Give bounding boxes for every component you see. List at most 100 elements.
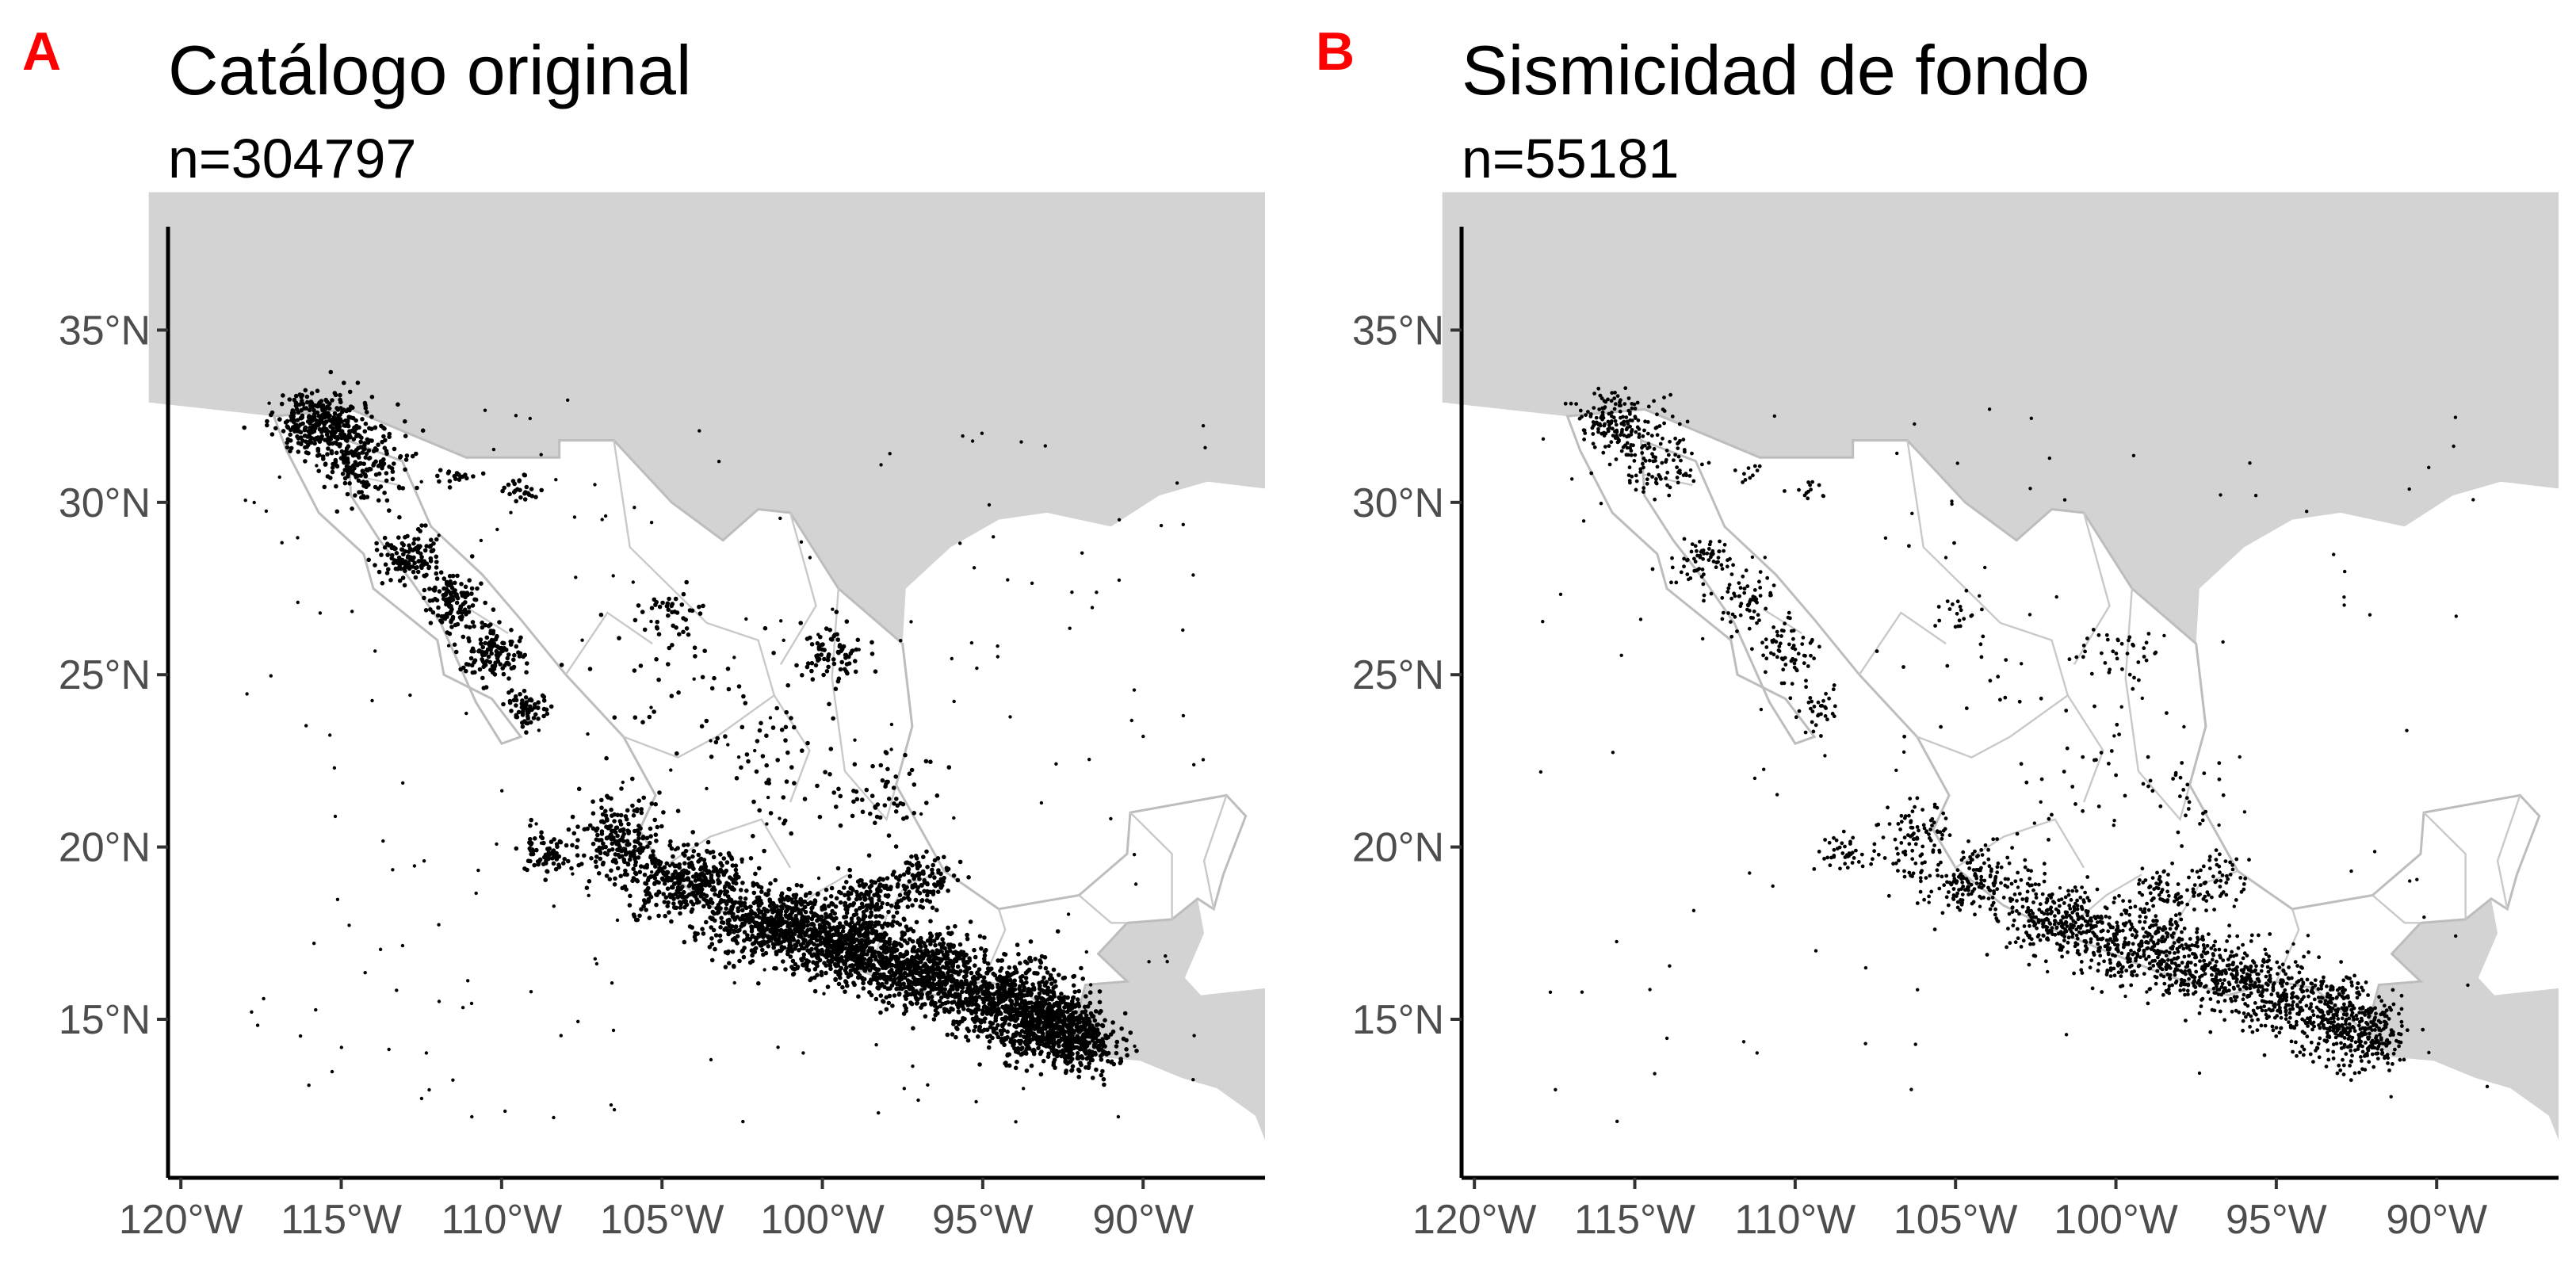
event-point bbox=[774, 966, 778, 971]
event-point bbox=[931, 972, 936, 977]
event-point bbox=[894, 986, 899, 992]
event-point bbox=[812, 901, 817, 907]
event-point bbox=[1038, 1051, 1043, 1057]
event-point bbox=[919, 898, 925, 903]
event-point bbox=[711, 854, 717, 860]
event-point bbox=[397, 564, 402, 569]
event-point bbox=[954, 984, 960, 990]
event-point bbox=[374, 541, 379, 546]
event-point bbox=[848, 968, 854, 973]
state-boundary bbox=[869, 869, 945, 975]
event-point bbox=[763, 892, 768, 896]
event-point bbox=[506, 652, 511, 657]
event-point bbox=[720, 863, 724, 868]
event-point bbox=[1038, 965, 1043, 970]
event-point bbox=[338, 397, 342, 403]
event-point bbox=[709, 875, 714, 881]
event-point bbox=[801, 924, 805, 930]
event-point bbox=[1069, 1040, 1075, 1045]
event-point bbox=[472, 624, 476, 629]
event-point bbox=[935, 889, 941, 894]
event-point bbox=[587, 879, 592, 884]
event-point bbox=[325, 452, 330, 457]
event-point bbox=[747, 918, 753, 923]
event-point bbox=[363, 473, 369, 479]
event-point bbox=[464, 612, 468, 617]
event-point bbox=[809, 916, 815, 922]
event-point bbox=[815, 640, 820, 646]
event-point bbox=[840, 929, 846, 934]
event-point bbox=[1103, 1018, 1107, 1022]
event-point bbox=[628, 893, 633, 899]
event-point bbox=[648, 834, 653, 839]
event-point bbox=[449, 609, 453, 614]
event-point bbox=[861, 986, 866, 991]
event-point bbox=[820, 947, 824, 953]
event-point bbox=[505, 660, 510, 666]
event-point bbox=[724, 906, 728, 911]
event-point bbox=[747, 912, 751, 917]
event-point bbox=[439, 620, 445, 625]
event-point bbox=[839, 648, 844, 653]
event-point bbox=[701, 931, 706, 936]
event-point bbox=[982, 959, 987, 965]
event-point bbox=[716, 877, 720, 883]
event-point bbox=[1057, 1015, 1062, 1020]
event-point bbox=[1001, 1038, 1007, 1043]
event-point bbox=[1022, 1040, 1027, 1045]
event-point bbox=[376, 498, 381, 503]
event-point bbox=[666, 900, 671, 905]
event-point bbox=[1086, 1064, 1091, 1069]
event-point bbox=[1039, 954, 1045, 959]
event-point bbox=[965, 932, 969, 938]
event-point bbox=[479, 581, 483, 586]
event-point bbox=[652, 817, 657, 823]
event-point bbox=[364, 451, 369, 457]
event-point bbox=[1076, 1056, 1081, 1061]
event-point bbox=[1025, 1012, 1030, 1018]
event-point bbox=[475, 586, 480, 591]
event-point bbox=[831, 932, 835, 938]
event-point bbox=[936, 868, 941, 873]
event-point bbox=[757, 903, 762, 908]
event-point bbox=[402, 583, 407, 588]
event-point bbox=[342, 476, 348, 481]
event-point bbox=[1048, 1018, 1053, 1023]
event-point bbox=[533, 712, 538, 717]
event-point bbox=[646, 899, 652, 904]
event-point bbox=[886, 1000, 892, 1006]
event-point bbox=[303, 445, 308, 450]
event-point bbox=[449, 603, 453, 609]
event-point bbox=[543, 877, 548, 882]
event-point bbox=[665, 886, 671, 891]
event-point bbox=[512, 652, 517, 658]
event-point bbox=[894, 959, 900, 964]
event-point bbox=[525, 661, 529, 666]
event-point bbox=[744, 889, 749, 893]
event-point bbox=[748, 856, 754, 861]
event-point bbox=[609, 796, 613, 801]
event-point bbox=[362, 429, 368, 434]
event-point bbox=[778, 940, 784, 945]
event-point bbox=[1026, 987, 1031, 992]
event-point bbox=[819, 642, 824, 648]
event-point bbox=[886, 909, 891, 915]
event-point bbox=[1099, 1057, 1104, 1062]
event-point bbox=[1037, 1018, 1042, 1023]
event-point bbox=[461, 665, 466, 671]
event-point bbox=[896, 976, 901, 980]
event-point bbox=[1082, 1004, 1087, 1010]
event-point bbox=[910, 903, 915, 908]
event-point bbox=[863, 896, 868, 901]
event-point bbox=[635, 917, 640, 923]
event-point bbox=[905, 904, 911, 909]
event-point bbox=[400, 560, 405, 566]
event-point bbox=[390, 469, 396, 474]
event-point bbox=[819, 925, 824, 930]
event-point bbox=[556, 865, 562, 869]
event-point bbox=[917, 877, 922, 881]
event-point bbox=[434, 598, 440, 603]
event-point bbox=[541, 694, 547, 699]
event-point bbox=[682, 861, 687, 866]
event-point bbox=[702, 862, 707, 866]
